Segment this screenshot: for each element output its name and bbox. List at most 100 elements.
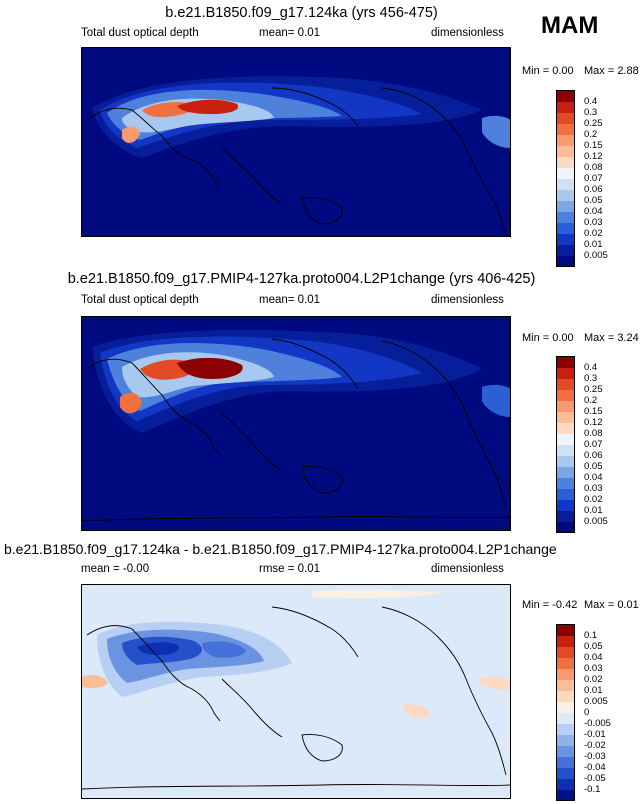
colorbar-swatch [557,113,574,124]
colorbar-tick: -0.05 [584,773,606,784]
colorbar-swatch [557,746,574,757]
diff-region-east [202,641,246,658]
dust-hotspot-2 [177,357,243,379]
colorbar-swatch [557,124,574,135]
season-label: MAM [541,12,599,39]
colorbar-tick: -0.02 [584,740,606,751]
coastlines [82,606,510,790]
colorbar-swatch [557,757,574,768]
colorbar-swatch [557,379,574,390]
diff-positive-1 [82,675,108,689]
colorbar-tick: 0.05 [584,195,603,206]
colorbar-swatch [557,445,574,456]
colorbar-swatch [557,223,574,234]
panel-2-max: Max = 3.24 [584,332,639,344]
colorbar-swatch [557,234,574,245]
colorbar-tick: 0.25 [584,118,603,129]
panel-3-max: Max = 0.01 [584,599,639,611]
colorbar-tick: 0.3 [584,373,598,384]
panel-3-title: b.e21.B1850.f09_g17.124ka - b.e21.B1850.… [4,541,557,557]
colorbar-swatch [557,357,574,368]
colorbar-tick: 0.2 [584,395,598,406]
colorbar-tick: 0.005 [584,696,608,707]
colorbar-tick: 0.2 [584,129,598,140]
colorbar-tick: -0.04 [584,762,606,773]
panel-3-colorbar [556,624,575,801]
colorbar-tick: 0.03 [584,483,603,494]
panel-1-mean: mean= 0.01 [259,27,321,39]
panel-2-colorbar [556,356,575,533]
colorbar-swatch [557,168,574,179]
colorbar-tick: 0.4 [584,362,598,373]
colorbar-swatch [557,157,574,168]
dust-hotspot-3 [120,392,142,414]
colorbar-tick: 0.02 [584,494,603,505]
colorbar-swatch [557,790,574,800]
colorbar-swatch [557,702,574,713]
colorbar-swatch [557,212,574,223]
panel-3-map-svg [82,589,510,790]
colorbar-tick: 0.01 [584,505,603,516]
colorbar-swatch [557,489,574,500]
colorbar-swatch [557,680,574,691]
colorbar-tick: 0.12 [584,151,603,162]
dust-east-atlantic [482,384,510,417]
colorbar-tick: 0.04 [584,206,603,217]
colorbar-tick: 0.07 [584,173,603,184]
colorbar-tick: 0.3 [584,107,598,118]
colorbar-swatch [557,669,574,680]
colorbar-tick: -0.01 [584,729,606,740]
panel-3-units: dimensionless [431,563,504,575]
panel-2-title: b.e21.B1850.f09_g17.PMIP4-127ka.proto004… [67,271,536,287]
dust-east-atlantic [482,115,510,148]
panel-3-min: Min = -0.42 [522,599,578,611]
colorbar-tick: 0.06 [584,450,603,461]
colorbar-swatch [557,201,574,212]
panel-1-units: dimensionless [431,27,504,39]
colorbar-tick: 0.1 [584,630,598,641]
colorbar-swatch [557,256,574,266]
dust-hotspot-2 [177,99,239,114]
diff-positive-4 [402,704,429,718]
colorbar-tick: 0.07 [584,439,603,450]
colorbar-swatch [557,135,574,146]
dust-hotspot-3 [122,126,140,143]
panel-1-min: Min = 0.00 [522,65,574,77]
colorbar-swatch [557,190,574,201]
panel-2-map-svg [82,329,510,522]
panel-2-map [81,316,511,531]
colorbar-swatch [557,511,574,522]
colorbar-tick: -0.005 [584,718,611,729]
colorbar-tick: 0.05 [584,641,603,652]
coastlines [86,87,507,235]
colorbar-tick: 0.08 [584,428,603,439]
colorbar-tick: 0.01 [584,239,603,250]
colorbar-tick: 0 [584,707,590,718]
panel-1-map-svg [86,76,510,235]
colorbar-swatch [557,625,574,636]
panel-2-units: dimensionless [431,294,504,306]
panel-3-map [81,584,511,799]
colorbar-swatch [557,779,574,790]
colorbar-swatch [557,467,574,478]
colorbar-tick: 0.08 [584,162,603,173]
colorbar-tick: 0.03 [584,663,603,674]
panel-2-mean: mean= 0.01 [259,294,321,306]
colorbar-swatch [557,658,574,669]
colorbar-tick: 0.04 [584,652,603,663]
colorbar-tick: 0.12 [584,417,603,428]
colorbar-swatch [557,768,574,779]
colorbar-swatch [557,647,574,658]
colorbar-swatch [557,478,574,489]
panel-3-rmse: rmse = 0.01 [259,563,321,575]
colorbar-swatch [557,724,574,735]
diff-positive-3 [312,589,442,599]
colorbar-tick: 0.005 [584,250,608,261]
panel-1-map [81,47,511,237]
colorbar-tick: 0.04 [584,472,603,483]
panel-2-min: Min = 0.00 [522,332,574,344]
colorbar-swatch [557,735,574,746]
colorbar-swatch [557,390,574,401]
colorbar-tick: 0.25 [584,384,603,395]
colorbar-swatch [557,522,574,532]
